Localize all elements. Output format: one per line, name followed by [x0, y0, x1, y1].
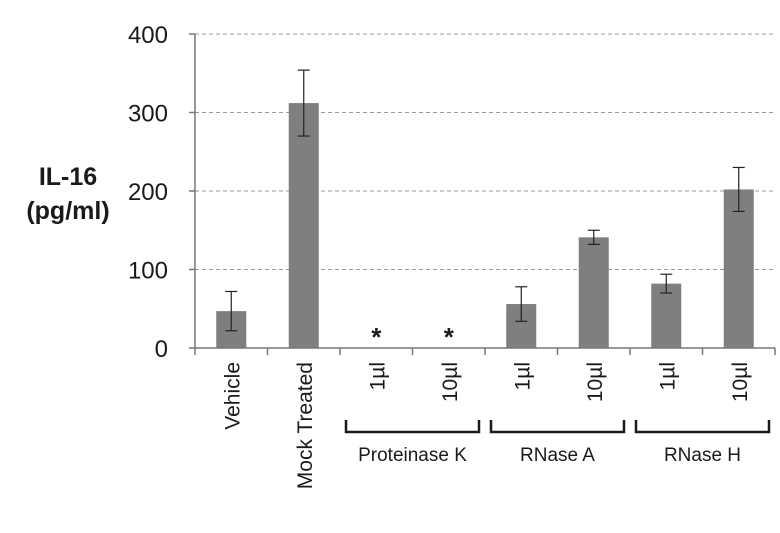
bar [578, 237, 609, 348]
bar [723, 189, 754, 348]
y-axis-label: IL-16 (pg/ml) [8, 160, 128, 228]
group-bracket [489, 420, 626, 434]
y-tick-label: 100 [128, 258, 168, 285]
y-axis-label-line-1: IL-16 [38, 163, 98, 191]
group-label: RNase H [664, 445, 741, 466]
bar [651, 283, 682, 348]
x-tick-label: 10µl [729, 362, 752, 402]
x-tick-label: 10µl [439, 362, 462, 402]
x-tick-label: Vehicle [221, 362, 244, 430]
significance-marker: * [371, 322, 382, 352]
group-bracket [344, 420, 481, 434]
y-tick-label: 200 [128, 179, 168, 206]
group-label: RNase A [520, 445, 595, 466]
y-axis-label-line-2: (pg/ml) [26, 197, 110, 225]
bar [288, 103, 319, 348]
significance-marker: * [444, 322, 455, 352]
x-tick-label: Mock Treated [294, 362, 317, 489]
x-tick-label: 1µl [366, 362, 389, 390]
y-tick-label: 0 [155, 336, 168, 363]
y-tick-label: 300 [128, 101, 168, 128]
y-tick-label: 400 [128, 22, 168, 49]
x-tick-label: 1µl [656, 362, 679, 390]
x-tick-label: 10µl [584, 362, 607, 402]
group-label: Proteinase K [358, 445, 467, 466]
x-tick-label: 1µl [511, 362, 534, 390]
group-bracket [634, 420, 771, 434]
